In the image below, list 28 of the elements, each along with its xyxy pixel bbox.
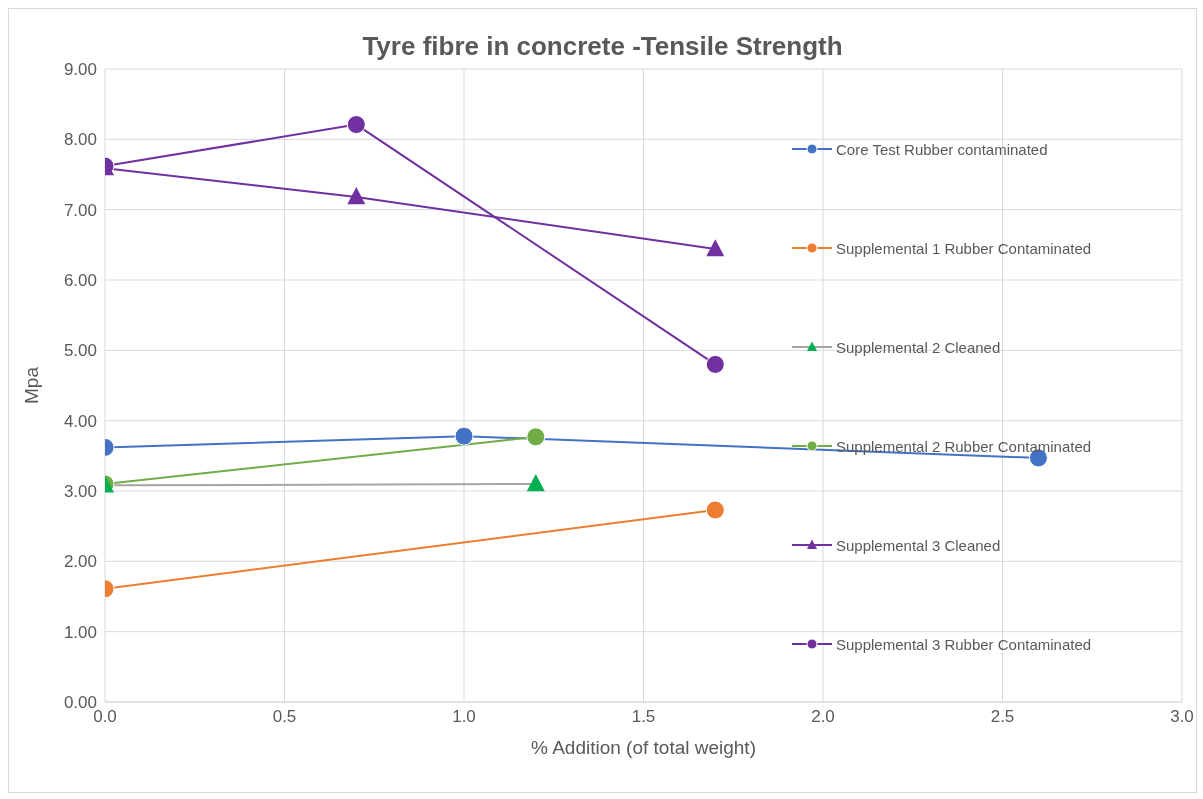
x-tick-label: 0.5 bbox=[272, 707, 297, 727]
x-tick-label: 0.0 bbox=[93, 707, 117, 727]
point bbox=[454, 426, 474, 446]
y-tick-label: 4.00 bbox=[63, 411, 97, 431]
y-tick-label: 6.00 bbox=[63, 271, 97, 291]
x-tick-label: 2.0 bbox=[811, 707, 835, 727]
y-tick-label: 2.00 bbox=[63, 552, 97, 572]
legend-label: Supplemental 3 Rubber Contaminated bbox=[836, 635, 1092, 653]
y-tick-label: 3.00 bbox=[63, 482, 97, 502]
y-tick-label: 9.00 bbox=[63, 60, 97, 80]
x-tick-label: 3.0 bbox=[1170, 707, 1194, 727]
chart-title: Tyre fibre in concrete -Tensile Strength bbox=[361, 31, 844, 62]
legend-label: Supplemental 1 Rubber Contaminated bbox=[836, 239, 1092, 257]
legend-label: Supplemental 3 Cleaned bbox=[836, 536, 1001, 554]
point bbox=[705, 354, 725, 374]
y-tick-label: 8.00 bbox=[63, 130, 97, 150]
y-axis-title: Mpa bbox=[20, 366, 42, 404]
legend-label: Core Test Rubber contaminated bbox=[836, 140, 1048, 158]
y-tick-label: 1.00 bbox=[63, 622, 97, 642]
point bbox=[706, 239, 725, 257]
x-tick-label: 2.5 bbox=[990, 707, 1015, 727]
x-tick-label: 1.5 bbox=[631, 707, 656, 727]
y-tick-label: 7.00 bbox=[63, 200, 97, 220]
y-tick-label: 5.00 bbox=[63, 341, 97, 361]
x-axis-title: % Addition (of total weight) bbox=[531, 737, 756, 758]
legend-label: Supplemental 2 Cleaned bbox=[836, 338, 1001, 356]
legend-label: Supplemental 2 Rubber Contaminated bbox=[836, 437, 1092, 455]
x-tick-label: 1.0 bbox=[452, 707, 476, 727]
